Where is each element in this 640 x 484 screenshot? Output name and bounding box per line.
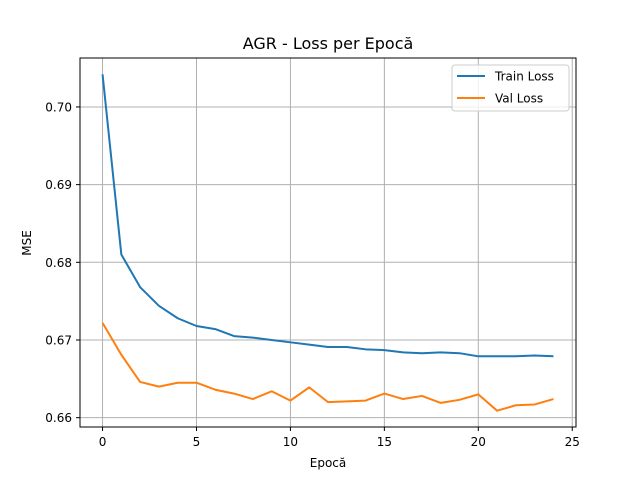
legend-label-val-loss: Val Loss — [495, 92, 543, 106]
y-tick-label: 0.70 — [45, 100, 72, 114]
y-tick-label: 0.66 — [45, 411, 72, 425]
series-lines — [101, 74, 554, 412]
series-line-train-loss — [101, 74, 554, 358]
y-axis-ticks: 0.66 0.67 0.68 0.69 0.70 — [45, 100, 80, 425]
y-tick-label: 0.67 — [45, 333, 72, 347]
legend-label-train-loss: Train Loss — [494, 70, 554, 84]
x-axis-ticks: 0 5 10 15 20 25 — [99, 427, 580, 449]
y-tick-label: 0.69 — [45, 178, 72, 192]
chart-title: AGR - Loss per Epocă — [243, 34, 414, 53]
y-tick-label: 0.68 — [45, 256, 72, 270]
x-tick-label: 10 — [283, 435, 298, 449]
legend: Train Loss Val Loss — [451, 64, 570, 112]
y-axis-label: MSE — [20, 230, 34, 256]
x-tick-label: 25 — [565, 435, 580, 449]
x-tick-label: 0 — [99, 435, 107, 449]
x-tick-label: 20 — [471, 435, 486, 449]
series-line-val-loss — [101, 322, 554, 412]
x-tick-label: 5 — [193, 435, 201, 449]
x-axis-label: Epocă — [310, 456, 347, 470]
x-tick-label: 15 — [377, 435, 392, 449]
plot-frame — [79, 57, 577, 428]
